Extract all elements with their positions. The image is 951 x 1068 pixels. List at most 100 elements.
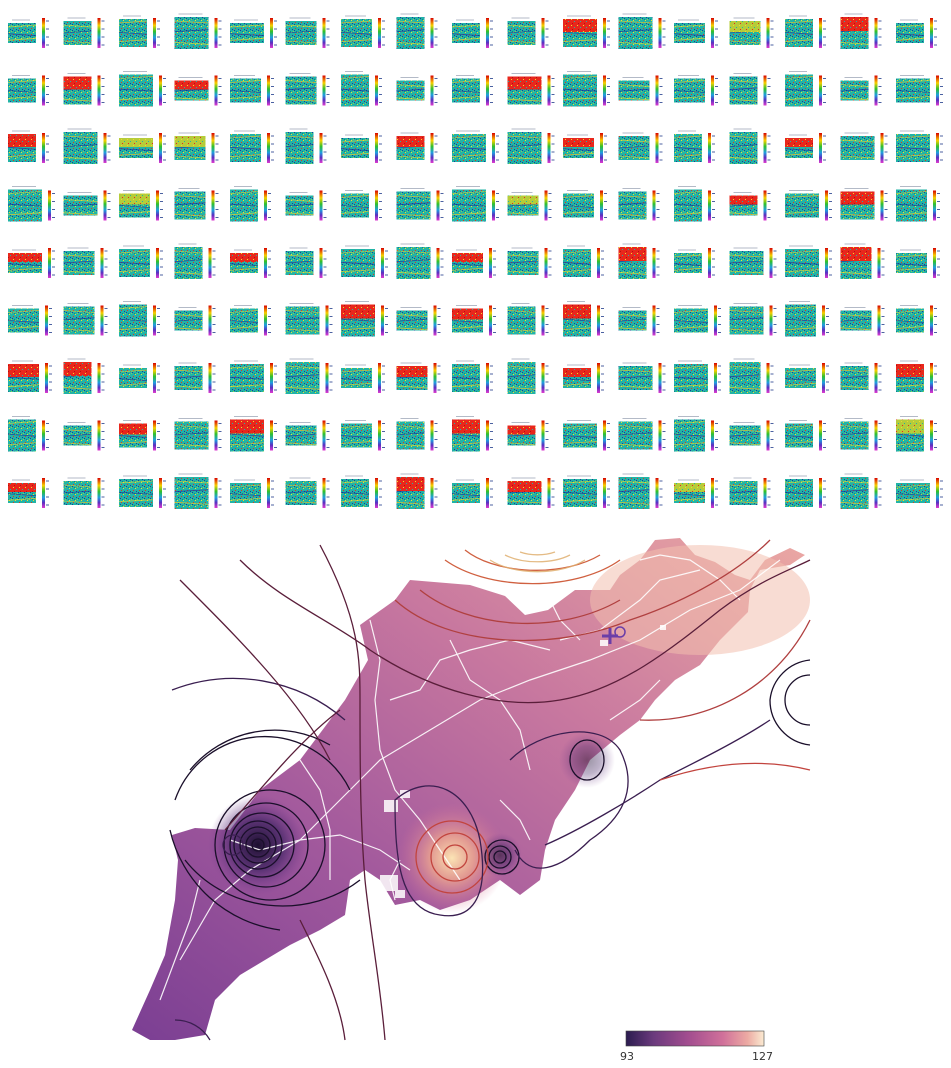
seismic-thumbnail — [507, 247, 552, 278]
seismic-thumbnail — [507, 420, 549, 451]
seismic-thumbnail — [840, 473, 882, 509]
seismic-thumbnail — [63, 247, 108, 278]
seismic-thumbnail — [729, 17, 774, 48]
seismic-thumbnail — [784, 190, 832, 221]
seismic-thumbnail — [451, 75, 493, 106]
seismic-thumbnail — [840, 13, 882, 49]
seismic-thumbnail — [729, 73, 771, 106]
seismic-thumbnail — [63, 190, 111, 221]
seismic-thumbnail — [840, 188, 888, 221]
seismic-thumbnail — [895, 478, 943, 508]
seismic-thumbnail — [840, 362, 882, 393]
seismic-thumbnail — [618, 305, 660, 336]
seismic-thumbnail — [118, 71, 166, 107]
seismic-thumbnail — [451, 416, 493, 452]
seismic-thumbnail — [673, 186, 715, 222]
contour-lines — [169, 539, 811, 1041]
seismic-thumbnail — [118, 15, 160, 48]
seismic-thumbnail — [285, 17, 330, 48]
seismic-thumbnail — [229, 360, 277, 393]
seismic-thumbnail — [63, 73, 105, 106]
seismic-thumbnail — [174, 362, 216, 393]
map-colorbar — [625, 1030, 765, 1047]
seismic-thumbnail — [396, 13, 438, 49]
seismic-thumbnail — [784, 363, 829, 393]
seismic-thumbnail — [118, 363, 160, 393]
seismic-thumbnail — [285, 128, 327, 164]
contour-map — [132, 538, 811, 1047]
seismic-thumbnail — [396, 305, 441, 336]
seismic-thumbnail — [174, 473, 222, 509]
seismic-thumbnail — [340, 420, 385, 451]
seismic-thumbnail — [729, 303, 777, 336]
seismic-thumbnail — [451, 478, 493, 508]
seismic-thumbnail — [229, 186, 271, 222]
seismic-thumbnail — [840, 75, 882, 106]
seismic-thumbnail-grid — [7, 13, 943, 509]
seismic-thumbnail — [174, 305, 216, 336]
seismic-thumbnail — [895, 360, 937, 393]
seismic-thumbnail — [285, 73, 330, 106]
seismic-thumbnail — [7, 305, 52, 336]
seismic-thumbnail — [118, 301, 160, 337]
seismic-thumbnail — [729, 128, 771, 164]
seismic-thumbnail — [451, 305, 496, 336]
seismic-thumbnail — [673, 18, 718, 48]
seismic-thumbnail — [840, 243, 885, 279]
seismic-thumbnail — [7, 248, 55, 278]
seismic-thumbnail — [784, 245, 832, 278]
seismic-thumbnail — [118, 190, 163, 221]
seismic-thumbnail — [174, 418, 222, 451]
seismic-thumbnail — [784, 15, 826, 48]
seismic-thumbnail — [507, 128, 555, 164]
seismic-thumbnail — [729, 190, 771, 221]
seismic-thumbnail — [895, 305, 937, 336]
seismic-thumbnail — [396, 243, 444, 279]
seismic-thumbnail — [451, 186, 499, 222]
seismic-thumbnail — [396, 132, 438, 163]
seismic-thumbnail — [562, 190, 607, 221]
seismic-thumbnail — [729, 420, 774, 451]
seismic-thumbnail — [618, 362, 666, 393]
seismic-thumbnail — [340, 301, 388, 337]
seismic-thumbnail — [451, 130, 499, 163]
seismic-thumbnail — [507, 17, 549, 48]
seismic-thumbnail — [729, 247, 777, 278]
seismic-thumbnail — [562, 15, 610, 48]
seismic-thumbnail — [562, 420, 610, 451]
seismic-thumbnail — [562, 475, 610, 508]
seismic-thumbnail — [396, 75, 438, 106]
seismic-thumbnail — [507, 303, 549, 336]
seismic-thumbnail — [285, 190, 327, 221]
seismic-thumbnail — [673, 75, 718, 106]
seismic-thumbnail — [285, 420, 330, 451]
seismic-thumbnail — [784, 71, 826, 107]
seismic-thumbnail — [618, 243, 660, 279]
seismic-thumbnail — [618, 188, 660, 221]
seismic-thumbnail — [63, 358, 105, 394]
seismic-thumbnail — [285, 358, 333, 394]
seismic-thumbnail — [618, 473, 663, 509]
seismic-thumbnail — [229, 18, 277, 48]
seismic-thumbnail — [840, 305, 885, 336]
seismic-thumbnail — [729, 358, 774, 394]
seismic-thumbnail — [340, 133, 382, 163]
seismic-thumbnail — [118, 245, 163, 278]
seismic-thumbnail — [229, 305, 271, 336]
seismic-thumbnail — [229, 248, 271, 278]
seismic-thumbnail — [63, 303, 108, 336]
colorbar-max-label: 127 — [752, 1050, 773, 1063]
seismic-thumbnail — [784, 475, 826, 508]
seismic-thumbnail — [840, 132, 888, 163]
seismic-thumbnail — [63, 420, 105, 451]
seismic-thumbnail — [562, 363, 604, 393]
seismic-thumbnail — [673, 130, 715, 163]
seismic-thumbnail — [340, 363, 385, 393]
seismic-thumbnail — [673, 248, 715, 278]
seismic-thumbnail — [340, 15, 385, 48]
seismic-thumbnail — [895, 416, 937, 452]
seismic-thumbnail — [784, 301, 829, 337]
seismic-thumbnail — [63, 17, 105, 48]
seismic-thumbnail — [340, 245, 388, 278]
seismic-thumbnail — [507, 358, 549, 394]
